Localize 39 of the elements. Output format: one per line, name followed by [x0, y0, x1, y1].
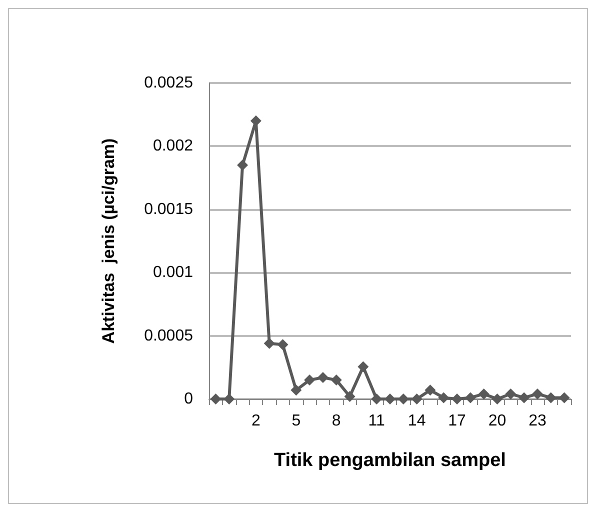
x-tick-label: 2 — [251, 412, 260, 430]
point — [330, 374, 342, 386]
point — [492, 394, 503, 404]
point — [250, 115, 262, 126]
point — [290, 384, 302, 396]
y-tick-label: 0.0015 — [144, 200, 194, 218]
x-tick-label: 11 — [368, 412, 385, 430]
y-tick-label: 0 — [184, 390, 194, 408]
x-axis-title: Titik pengambilan sampel — [274, 450, 506, 471]
point — [317, 372, 328, 384]
point — [452, 394, 463, 404]
point — [224, 394, 235, 404]
y-tick-label: 0.002 — [152, 138, 194, 155]
x-tick-label: 17 — [448, 412, 466, 430]
point — [518, 392, 530, 404]
point — [505, 388, 516, 400]
y-axis-title: Aktivitas jenis (µci/gram) — [99, 138, 118, 344]
point — [277, 339, 288, 350]
x-tick-label: 20 — [488, 412, 506, 430]
y-tick-label: 0.001 — [152, 264, 194, 282]
point — [532, 388, 543, 400]
point — [264, 338, 275, 349]
point — [478, 388, 490, 400]
point — [304, 374, 316, 386]
x-tick-label: 14 — [408, 412, 426, 430]
point — [358, 361, 369, 372]
point — [384, 394, 396, 404]
x-tick-label: 5 — [292, 412, 301, 430]
y-tick-label: 0.0005 — [144, 327, 194, 344]
point — [464, 392, 476, 404]
y-tick-label: 0.0025 — [144, 74, 194, 92]
point — [411, 394, 422, 404]
point — [438, 392, 450, 404]
point — [344, 390, 356, 402]
x-tick-label: 23 — [528, 412, 546, 430]
point — [424, 384, 436, 396]
point — [237, 160, 248, 171]
x-tick-label: 8 — [332, 412, 341, 430]
point — [545, 392, 556, 404]
